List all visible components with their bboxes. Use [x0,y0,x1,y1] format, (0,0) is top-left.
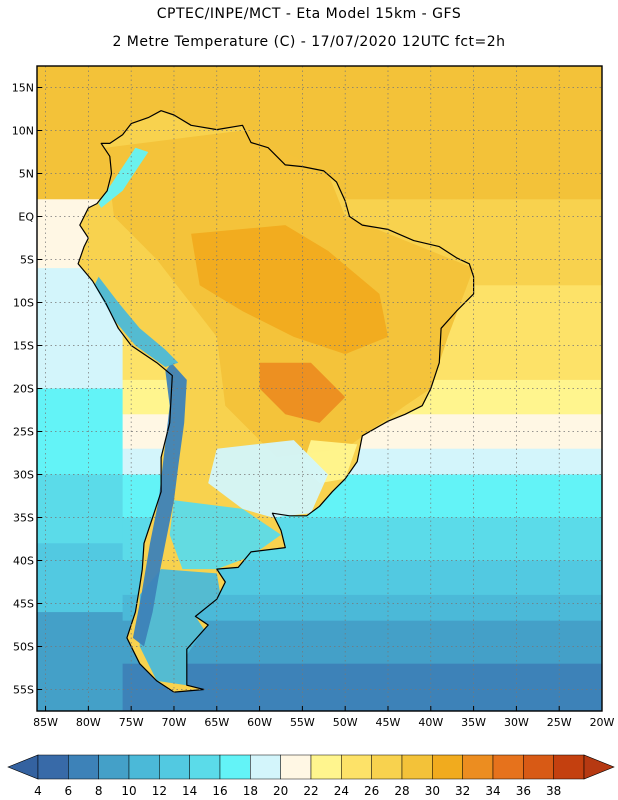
lon-tick-label: 80W [76,716,101,729]
lat-tick-label: 45S [13,598,34,611]
lon-tick-label: 50W [333,716,358,729]
colorbar-segment [341,754,372,780]
land-region-hot-core-mato-grosso [259,362,346,423]
lon-tick-label: 20W [590,716,615,729]
coastline [77,110,475,693]
colorbar-label: 32 [455,784,470,798]
lat-tick-label: 25S [13,426,34,439]
colorbar-label: 20 [273,784,288,798]
lon-tick-label: 25W [547,716,572,729]
lat-tick-label: 5N [19,168,34,181]
colorbar-segment [401,754,433,780]
lat-tick-label: 15N [12,82,34,95]
colorbar-label: 16 [212,784,227,798]
colorbar-label: 14 [182,784,197,798]
colorbar-label: 18 [243,784,258,798]
colorbar-over-arrow [583,754,615,780]
pacific-temp-band [37,543,123,613]
colorbar-segment [492,754,524,780]
lat-tick-label: 50S [13,641,34,654]
lat-tick-label: 30S [13,469,34,482]
lon-tick-label: 55W [290,716,315,729]
lat-tick-label: 15S [13,340,34,353]
ocean-temp-band [37,594,602,622]
colorbar-label: 10 [121,784,136,798]
colorbar-label: 8 [95,784,103,798]
colorbar-segment [371,754,403,780]
lat-tick-label: 35S [13,512,34,525]
lon-tick-label: 75W [119,716,144,729]
lat-tick-label: 10S [13,297,34,310]
longitude-labels: 85W 80W 75W 70W 65W 60W 55W 50W 45W 40W 35W 30W 25W 2… [33,706,615,729]
colorbar-label: 24 [334,784,349,798]
colorbar-label: 36 [516,784,531,798]
colorbar-under-arrow [7,754,39,780]
land-region-andes-cordillera [132,362,187,647]
colorbar-label: 26 [364,784,379,798]
colorbar-segment [310,754,342,780]
colorbar-segment [189,754,221,780]
colorbar-segment [553,754,585,780]
lat-tick-label: 40S [13,555,34,568]
colorbar-label: 12 [152,784,167,798]
colorbar-label: 38 [546,784,561,798]
colorbar-label: 6 [65,784,73,798]
lat-tick-label: 5S [20,254,34,267]
land-region-hot-core-amazon [191,225,388,355]
colorbar: 4 6 8 10 12 14 16 18 20 22 24 26 28 30 32 34 36 38 [7,754,615,798]
lat-tick-label: EQ [18,211,34,224]
lon-tick-label: 40W [418,716,443,729]
land-region-patagonia-south [139,569,222,686]
map-plot-area [37,66,602,711]
colorbar-label: 22 [303,784,318,798]
lat-tick-label: 10N [12,125,34,138]
colorbar-label: 30 [425,784,440,798]
map-title-line-2: 2 Metre Temperature (C) - 17/07/2020 12U… [112,34,506,50]
land-region-pampas [208,440,329,518]
colorbar-segment [98,754,130,780]
colorbar-segment [523,754,554,780]
lon-tick-label: 85W [33,716,58,729]
colorbar-label: 4 [34,784,42,798]
lon-tick-label: 35W [461,716,486,729]
pacific-temp-band [37,474,123,544]
map-title-line-1: CPTEC/INPE/MCT - Eta Model 15km - GFS [156,6,462,22]
colorbar-segment [128,754,160,780]
lat-tick-label: 20S [13,383,34,396]
land-region-peru-sierra [94,276,179,367]
land-region-northern-andes [98,147,149,208]
lon-tick-label: 30W [504,716,529,729]
lat-tick-label: 55S [13,684,34,697]
lon-tick-label: 45W [376,716,401,729]
latitude-labels: 15N 10N 5N EQ 5S 10S 15S 20S 25S 30S 35S 40S 45S 50S 5… [12,82,42,697]
pacific-temp-band [37,612,123,711]
colorbar-segment [219,754,251,780]
lon-tick-label: 70W [162,716,187,729]
colorbar-segment [250,754,281,780]
colorbar-label: 28 [394,784,409,798]
colorbar-segment [462,754,494,780]
colorbar-segment [432,754,463,780]
lon-tick-label: 60W [247,716,272,729]
colorbar-label: 34 [485,784,500,798]
lon-tick-label: 65W [204,716,229,729]
colorbar-segment [280,754,312,780]
colorbar-segment [68,754,99,780]
colorbar-segment [37,754,69,780]
colorbar-segment [159,754,190,780]
